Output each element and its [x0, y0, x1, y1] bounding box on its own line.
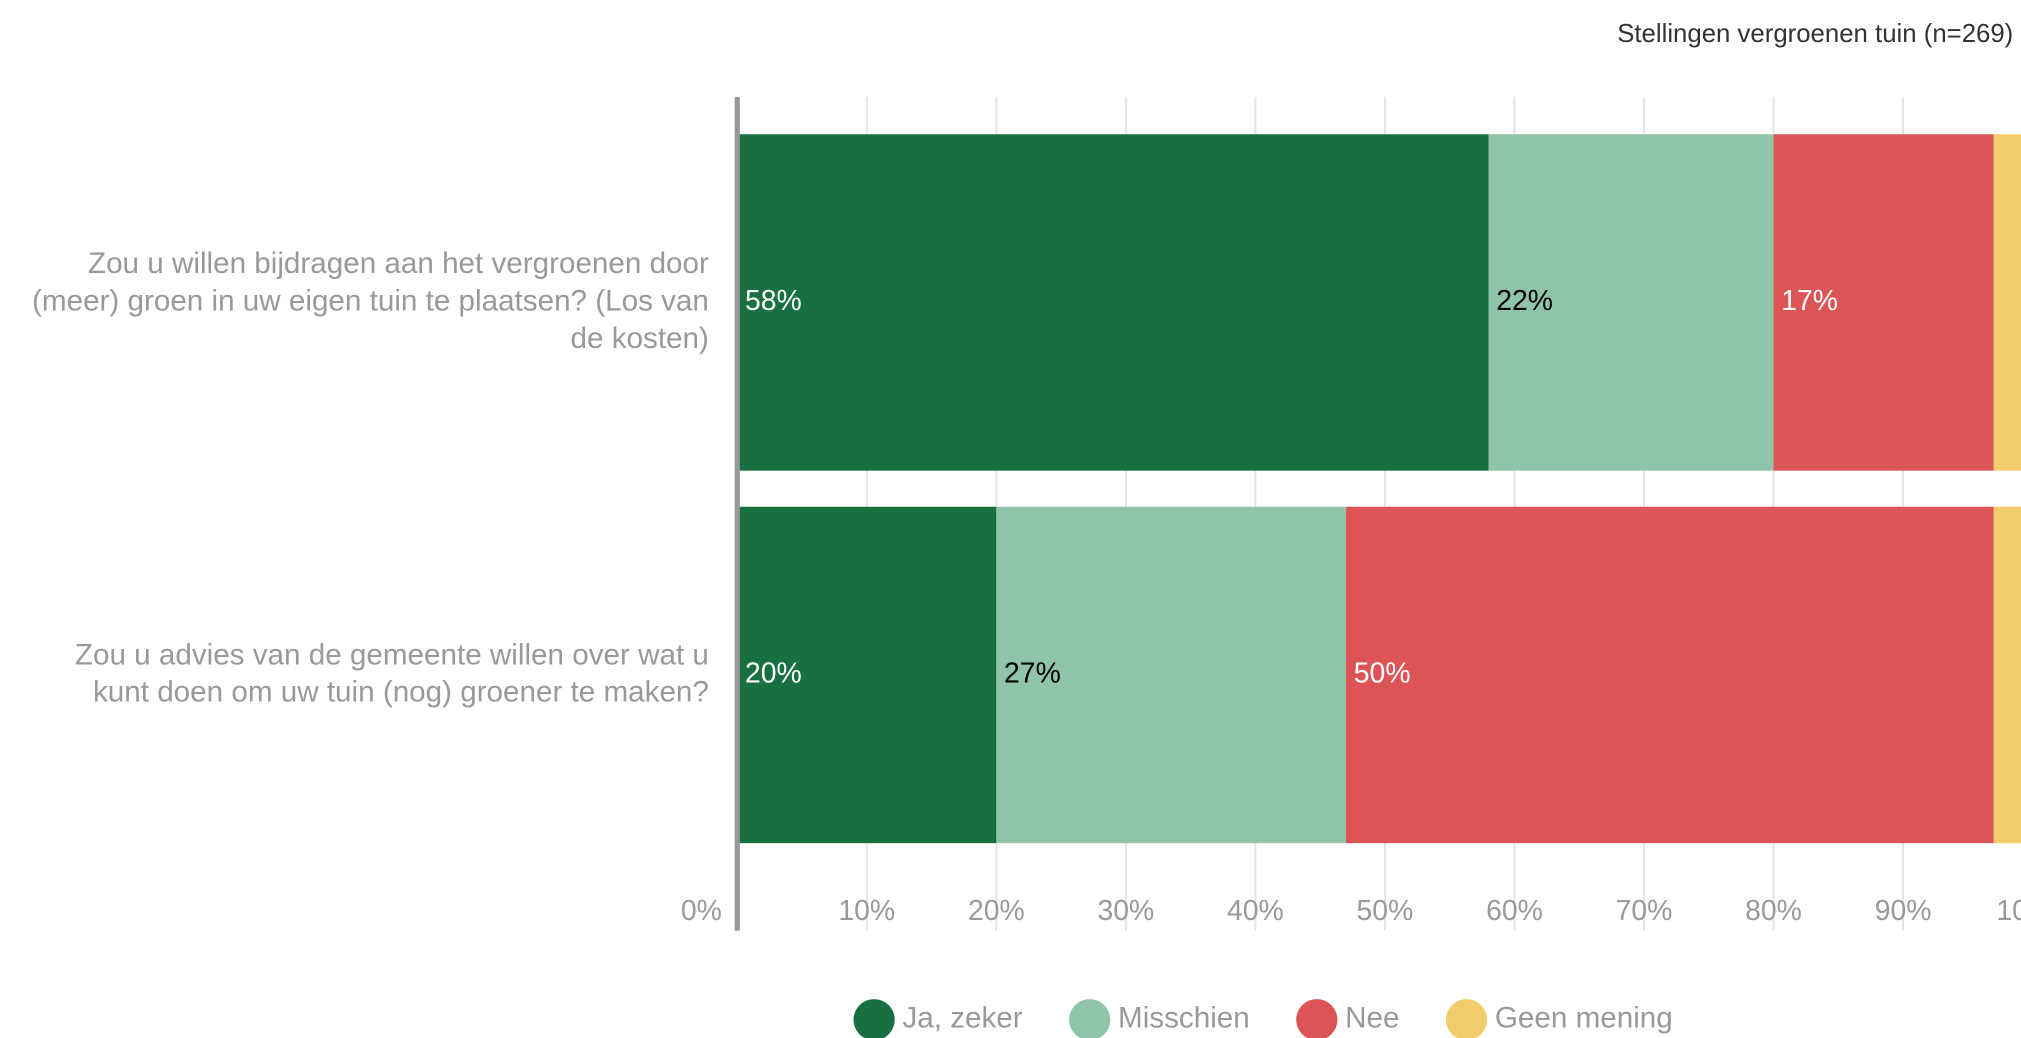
- category-label: Zou u advies van de gemeente willen over…: [75, 638, 709, 708]
- category-label: Zou u willen bijdragen aan het vergroene…: [32, 247, 709, 355]
- bar-segment: [1773, 134, 1994, 471]
- axis: 0% 10% 20% 30% 40% 50% 60% 70% 80% 90% 100% Zou u w…: [32, 96, 2021, 931]
- x-tick-label: 40%: [1227, 895, 1284, 927]
- legend-label: Misschien: [1118, 1002, 1250, 1035]
- legend-label: Ja, zeker: [902, 1002, 1022, 1035]
- legend-swatch: [1445, 999, 1488, 1038]
- x-tick-label: 50%: [1357, 895, 1414, 927]
- legend-swatch: [1296, 999, 1338, 1038]
- legend: Ja, zeker Misschien Nee Geen mening: [853, 999, 1673, 1038]
- value-label: 17%: [1781, 285, 1838, 317]
- x-tick-label: 10%: [838, 895, 895, 927]
- value-label: 22%: [1496, 285, 1553, 317]
- bar-segment: [1488, 134, 1774, 471]
- chart-title: Stellingen vergroenen tuin (n=269): [1617, 20, 2013, 48]
- value-label: 58%: [745, 285, 802, 317]
- legend-swatch: [1069, 999, 1111, 1038]
- x-tick-label: 0%: [681, 895, 722, 927]
- x-tick-label: 100%: [1996, 895, 2021, 927]
- legend-label: Nee: [1345, 1002, 1399, 1035]
- x-tick-label: 30%: [1097, 895, 1154, 927]
- bar-segment: [1346, 506, 1994, 844]
- bar-segment: [737, 506, 997, 844]
- value-label: 20%: [745, 657, 802, 689]
- x-tick-label: 80%: [1745, 895, 1802, 927]
- legend-label: Geen mening: [1495, 1002, 1673, 1035]
- x-tick-label: 20%: [968, 895, 1025, 927]
- value-label: 50%: [1354, 657, 1411, 689]
- bar-segment: [737, 134, 1489, 471]
- bar-segment: [1993, 506, 2021, 844]
- bar-segment: [996, 506, 1347, 844]
- x-tick-label: 70%: [1616, 895, 1673, 927]
- bar-segment: [1993, 134, 2021, 471]
- x-tick-label: 90%: [1875, 895, 1932, 927]
- bars: 58% 22% 17% 20% 27% 50%: [737, 134, 2021, 844]
- x-tick-label: 60%: [1486, 895, 1543, 927]
- legend-swatch: [853, 999, 895, 1038]
- value-label: 27%: [1004, 657, 1061, 689]
